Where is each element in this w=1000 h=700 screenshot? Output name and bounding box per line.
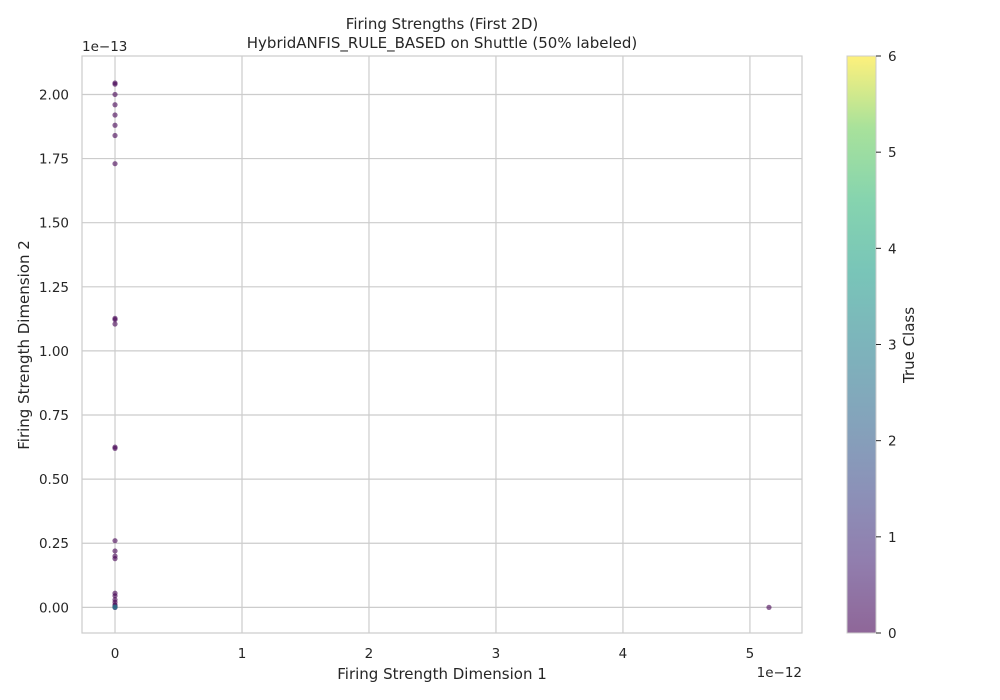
chart-title: Firing Strengths (First 2D) (346, 15, 538, 33)
colorbar-tick-label: 4 (888, 241, 897, 257)
y-tick-labels: 0.00 0.25 0.50 0.75 1.00 1.25 1.50 1.75 2.00 (39, 87, 69, 616)
scatter-point (112, 161, 118, 167)
y-tick-label: 0.50 (39, 472, 69, 488)
colorbar-tick-labels: 0 1 2 3 4 5 6 (876, 49, 897, 642)
colorbar-label: True Class (900, 307, 918, 384)
plot-frame (81, 55, 803, 634)
y-tick-label: 1.50 (39, 216, 69, 232)
scatter-point (112, 91, 118, 98)
scatter-point (112, 122, 118, 128)
scatter-point (112, 102, 118, 108)
y-tick-label: 1.00 (39, 344, 69, 360)
scatter-point (112, 604, 118, 610)
colorbar-tick-label: 0 (888, 626, 897, 642)
colorbar-tick-label: 2 (888, 434, 897, 450)
x-tick-labels: 0 1 2 3 4 5 (111, 646, 755, 662)
scatter-point (112, 538, 118, 544)
x-tick-label: 1 (238, 646, 247, 662)
scatter-point (766, 604, 772, 610)
y-tick-label: 1.75 (39, 152, 69, 168)
scatter-point (112, 132, 118, 139)
scatter-point (112, 593, 118, 599)
x-tick-label: 2 (365, 646, 374, 662)
scatter-point (112, 321, 118, 327)
grid-lines (82, 56, 802, 633)
x-tick-label: 3 (492, 646, 501, 662)
y-tick-label: 0.00 (39, 600, 69, 616)
colorbar-tick-label: 1 (888, 530, 897, 546)
x-axis-label: Firing Strength Dimension 1 (337, 665, 547, 683)
data-points (112, 80, 772, 610)
colorbar-tick-label: 6 (888, 49, 897, 65)
y-tick-label: 1.25 (39, 280, 69, 296)
scatter-point (112, 81, 118, 87)
x-tick-label: 0 (111, 646, 120, 662)
colorbar-tick-label: 5 (888, 145, 897, 161)
x-tick-label: 5 (746, 646, 755, 662)
y-tick-label: 2.00 (39, 87, 69, 103)
scatter-point (112, 548, 118, 554)
y-offset-label: 1e−13 (82, 39, 127, 55)
y-tick-label: 0.75 (39, 408, 69, 424)
chart-subtitle: HybridANFIS_RULE_BASED on Shuttle (50% l… (247, 34, 637, 53)
scatter-point (112, 445, 118, 451)
x-tick-label: 4 (619, 646, 628, 662)
y-axis-label: Firing Strength Dimension 2 (15, 240, 33, 450)
plot-area (82, 56, 802, 633)
colorbar (846, 55, 877, 634)
x-offset-label: 1e−12 (757, 665, 802, 681)
scatter-point (112, 317, 118, 323)
y-tick-label: 0.25 (39, 536, 69, 552)
colorbar-tick-label: 3 (888, 338, 897, 354)
scatter-point (112, 556, 118, 562)
scatter-point (112, 112, 118, 118)
